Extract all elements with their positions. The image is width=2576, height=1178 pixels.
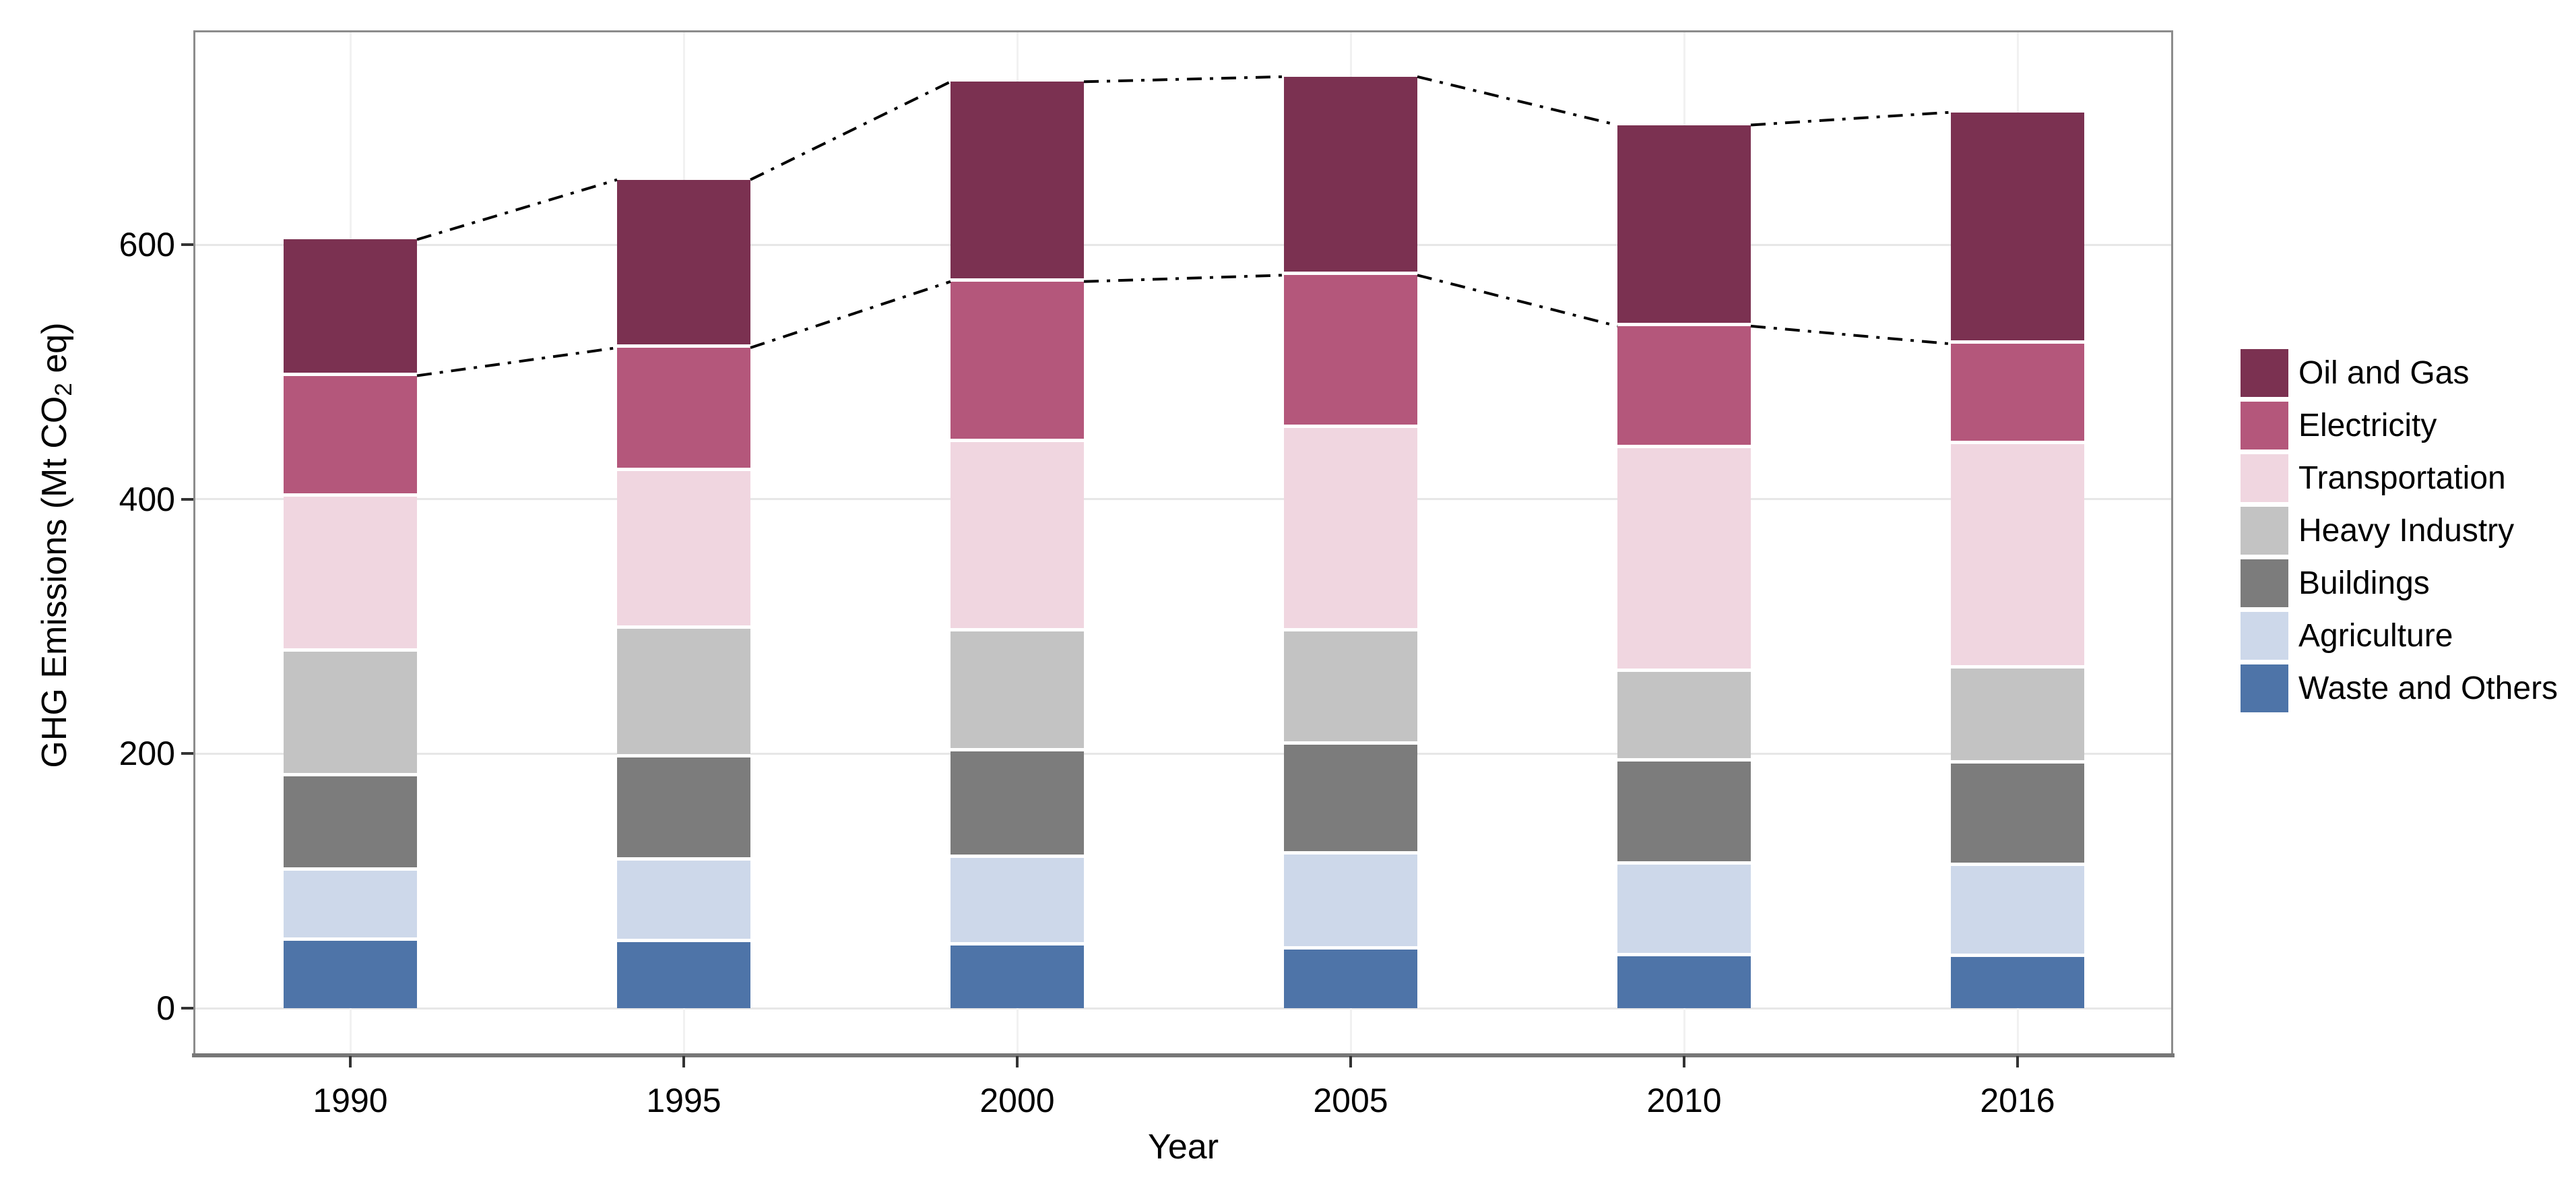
bar-segment-2005-agriculture (1284, 854, 1417, 950)
y-axis-tick-label: 600 (119, 226, 175, 264)
excl-oil-gas-trend-segment (416, 346, 618, 377)
bar-segment-1995-agriculture (617, 860, 750, 942)
bar-segment-1995-buildings (617, 757, 750, 861)
x-axis-tick-label: 2016 (1980, 1082, 2055, 1119)
legend-swatch-buildings (2241, 559, 2288, 607)
y-axis-tick (181, 1007, 193, 1010)
bar-segment-2016-oil-and-gas (1951, 112, 2084, 344)
bar-segment-2000-buildings (951, 751, 1084, 859)
total-trend-segment (1750, 111, 1952, 127)
legend-label: Waste and Others (2298, 671, 2558, 706)
excl-oil-gas-trend-segment (1083, 274, 1285, 283)
horizontal-gridline (195, 243, 2171, 246)
bar-segment-1990-buildings (284, 776, 417, 871)
x-axis-tick-label: 2010 (1646, 1082, 1722, 1119)
bar-segment-2000-oil-and-gas (951, 82, 1084, 282)
bar-segment-2016-transportation (1951, 444, 2084, 669)
bar-segment-2010-electricity (1617, 326, 1751, 449)
x-axis-tick (2016, 1056, 2019, 1067)
legend-swatch-waste-and-others (2241, 664, 2288, 712)
bar-segment-2000-agriculture (951, 858, 1084, 946)
bar-segment-1995-transportation (617, 471, 750, 629)
legend-label: Heavy Industry (2298, 513, 2515, 549)
bar-segment-2005-transportation (1284, 427, 1417, 632)
x-axis-tick-label: 1995 (646, 1082, 721, 1119)
bar-segment-2010-waste-and-others (1617, 956, 1751, 1008)
excl-oil-gas-trend-segment (1417, 274, 1618, 328)
legend-swatch-heavy-industry (2241, 507, 2288, 555)
legend-swatch-oil-and-gas (2241, 349, 2288, 397)
legend-label: Oil and Gas (2298, 355, 2470, 391)
y-axis-tick (181, 752, 193, 755)
bar-segment-2016-waste-and-others (1951, 957, 2084, 1008)
horizontal-gridline (195, 752, 2171, 755)
x-axis-tick-label: 2000 (979, 1082, 1055, 1119)
bar-segment-2005-electricity (1284, 275, 1417, 428)
bar-segment-2016-buildings (1951, 764, 2084, 866)
bar-segment-2000-waste-and-others (951, 946, 1084, 1008)
bar-segment-2016-agriculture (1951, 865, 2084, 958)
y-axis-tick-label: 200 (119, 735, 175, 773)
legend-label: Transportation (2298, 460, 2506, 496)
excl-oil-gas-trend-segment (750, 280, 951, 349)
horizontal-gridline (195, 498, 2171, 501)
bar-segment-2005-waste-and-others (1284, 950, 1417, 1008)
bar-segment-1990-oil-and-gas (284, 239, 417, 376)
legend-swatch-electricity (2241, 402, 2288, 450)
bar-segment-2005-buildings (1284, 745, 1417, 855)
x-axis-tick (1683, 1056, 1685, 1067)
bar-segment-1990-heavy-industry (284, 652, 417, 777)
x-axis-tick-label: 1990 (313, 1082, 388, 1119)
bar-segment-1995-oil-and-gas (617, 179, 750, 348)
legend-label: Agriculture (2298, 618, 2453, 654)
bar-segment-2016-heavy-industry (1951, 668, 2084, 764)
x-axis-tick (349, 1056, 352, 1067)
trend-line-segments (416, 75, 1952, 377)
bar-segment-2000-transportation (951, 441, 1084, 632)
total-trend-segment (1417, 75, 1618, 127)
bar-segment-1990-electricity (284, 375, 417, 497)
bar-segment-2010-oil-and-gas (1617, 125, 1751, 326)
total-trend-segment (416, 178, 618, 241)
y-axis-tick (181, 497, 193, 501)
bar-segment-2005-heavy-industry (1284, 631, 1417, 745)
y-axis-tick-label: 0 (156, 989, 175, 1027)
bar-segment-2010-buildings (1617, 761, 1751, 865)
x-axis-tick (1016, 1056, 1019, 1067)
bar-segment-2000-electricity (951, 281, 1084, 442)
bar-segment-2005-oil-and-gas (1284, 76, 1417, 276)
bar-segment-1990-waste-and-others (284, 940, 417, 1008)
legend-swatch-transportation (2241, 454, 2288, 502)
x-axis-tick (1349, 1056, 1352, 1067)
bar-segment-2016-electricity (1951, 344, 2084, 445)
total-trend-segment (1083, 75, 1285, 84)
x-axis-tick-label: 2005 (1313, 1082, 1388, 1119)
bar-segment-1995-electricity (617, 347, 750, 472)
bar-segment-1995-waste-and-others (617, 941, 750, 1008)
legend-label: Electricity (2298, 408, 2437, 443)
bar-segment-1995-heavy-industry (617, 629, 750, 757)
horizontal-gridline (195, 1007, 2171, 1010)
bar-segment-2010-agriculture (1617, 864, 1751, 956)
y-axis-tick-label: 400 (119, 480, 175, 518)
legend-label: Buildings (2298, 565, 2430, 601)
bar-segment-2010-transportation (1617, 448, 1751, 673)
bar-segment-1990-transportation (284, 496, 417, 652)
y-axis-tick (181, 243, 193, 247)
bar-segment-2000-heavy-industry (951, 631, 1084, 751)
x-axis-line (192, 1053, 2175, 1057)
x-axis-title: Year (1147, 1127, 1219, 1167)
total-trend-segment (750, 80, 951, 181)
bar-segment-1990-agriculture (284, 871, 417, 941)
x-axis-tick (682, 1056, 685, 1067)
excl-oil-gas-trend-segment (1750, 324, 1952, 346)
bar-segment-2010-heavy-industry (1617, 672, 1751, 762)
legend-swatch-agriculture (2241, 612, 2288, 660)
